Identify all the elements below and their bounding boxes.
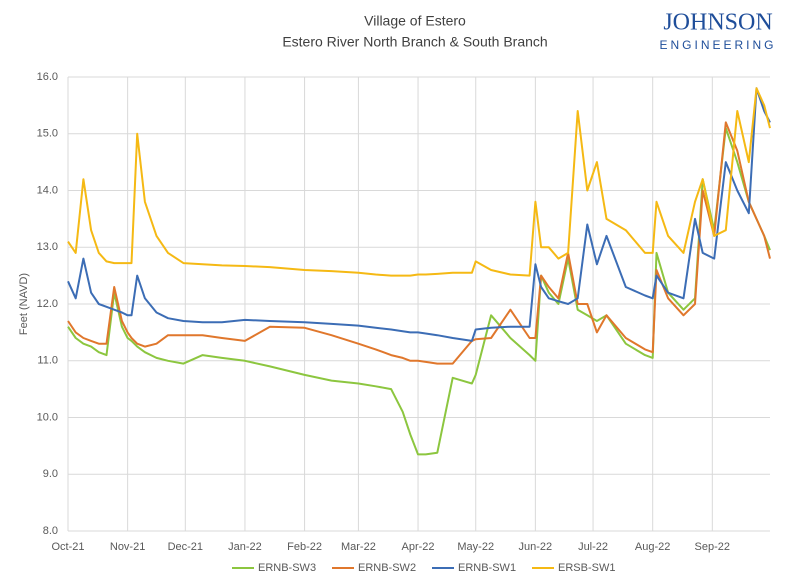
x-tick-label: Apr-22 (402, 541, 435, 553)
x-tick-label: Feb-22 (287, 541, 322, 553)
y-tick-label: 8.0 (43, 525, 58, 537)
x-tick-label: Aug-22 (635, 541, 670, 553)
x-tick-label: Jun-22 (519, 541, 553, 553)
logo-bottom: ENGINEERING (659, 38, 776, 52)
series-line (67, 87, 771, 277)
y-tick-label: 11.0 (37, 355, 58, 367)
logo-top: JOHNSON (663, 10, 772, 36)
y-tick-label: 13.0 (37, 241, 58, 253)
x-tick-label: May-22 (457, 541, 494, 553)
x-tick-label: Jul-22 (578, 541, 608, 553)
x-tick-label: Nov-21 (110, 541, 145, 553)
y-tick-label: 10.0 (37, 411, 58, 423)
legend-label: ERNB-SW3 (258, 562, 316, 574)
legend-label: ERNB-SW2 (358, 562, 416, 574)
x-tick-label: Jan-22 (228, 541, 262, 553)
x-tick-label: Oct-21 (51, 541, 84, 553)
x-tick-label: Dec-21 (168, 541, 203, 553)
series-line (67, 127, 771, 456)
series-line (67, 121, 771, 365)
chart-title: Village of Estero (364, 13, 466, 29)
series-line (67, 87, 771, 342)
y-tick-label: 15.0 (37, 128, 58, 140)
x-tick-label: Mar-22 (341, 541, 376, 553)
legend-label: ERSB-SW1 (558, 562, 615, 574)
chart-subtitle: Estero River North Branch & South Branch (282, 34, 547, 50)
y-tick-label: 16.0 (37, 71, 58, 83)
legend-label: ERNB-SW1 (458, 562, 516, 574)
y-axis-label: Feet (NAVD) (18, 273, 30, 335)
x-tick-label: Sep-22 (695, 541, 730, 553)
y-tick-label: 12.0 (37, 298, 58, 310)
y-tick-label: 9.0 (43, 468, 58, 480)
y-tick-label: 14.0 (37, 184, 58, 196)
